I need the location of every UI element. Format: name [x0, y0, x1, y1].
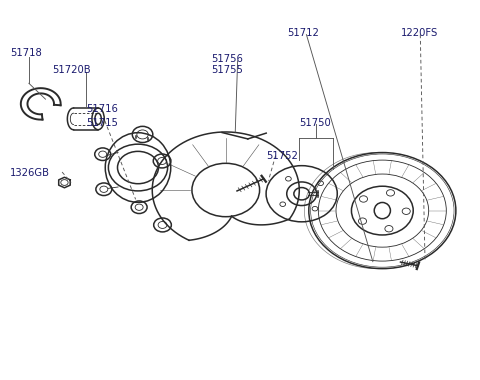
- Text: 51720B: 51720B: [53, 65, 91, 75]
- Text: 1220FS: 1220FS: [401, 28, 439, 38]
- Text: 51755: 51755: [212, 65, 243, 75]
- Text: 51752: 51752: [266, 151, 298, 161]
- Text: 51718: 51718: [10, 48, 42, 58]
- Text: 51716: 51716: [86, 105, 118, 114]
- Text: 51712: 51712: [288, 28, 319, 38]
- Text: 51750: 51750: [300, 117, 331, 128]
- Text: 51756: 51756: [212, 54, 243, 64]
- Text: 51715: 51715: [86, 117, 118, 128]
- Text: 1326GB: 1326GB: [10, 168, 50, 178]
